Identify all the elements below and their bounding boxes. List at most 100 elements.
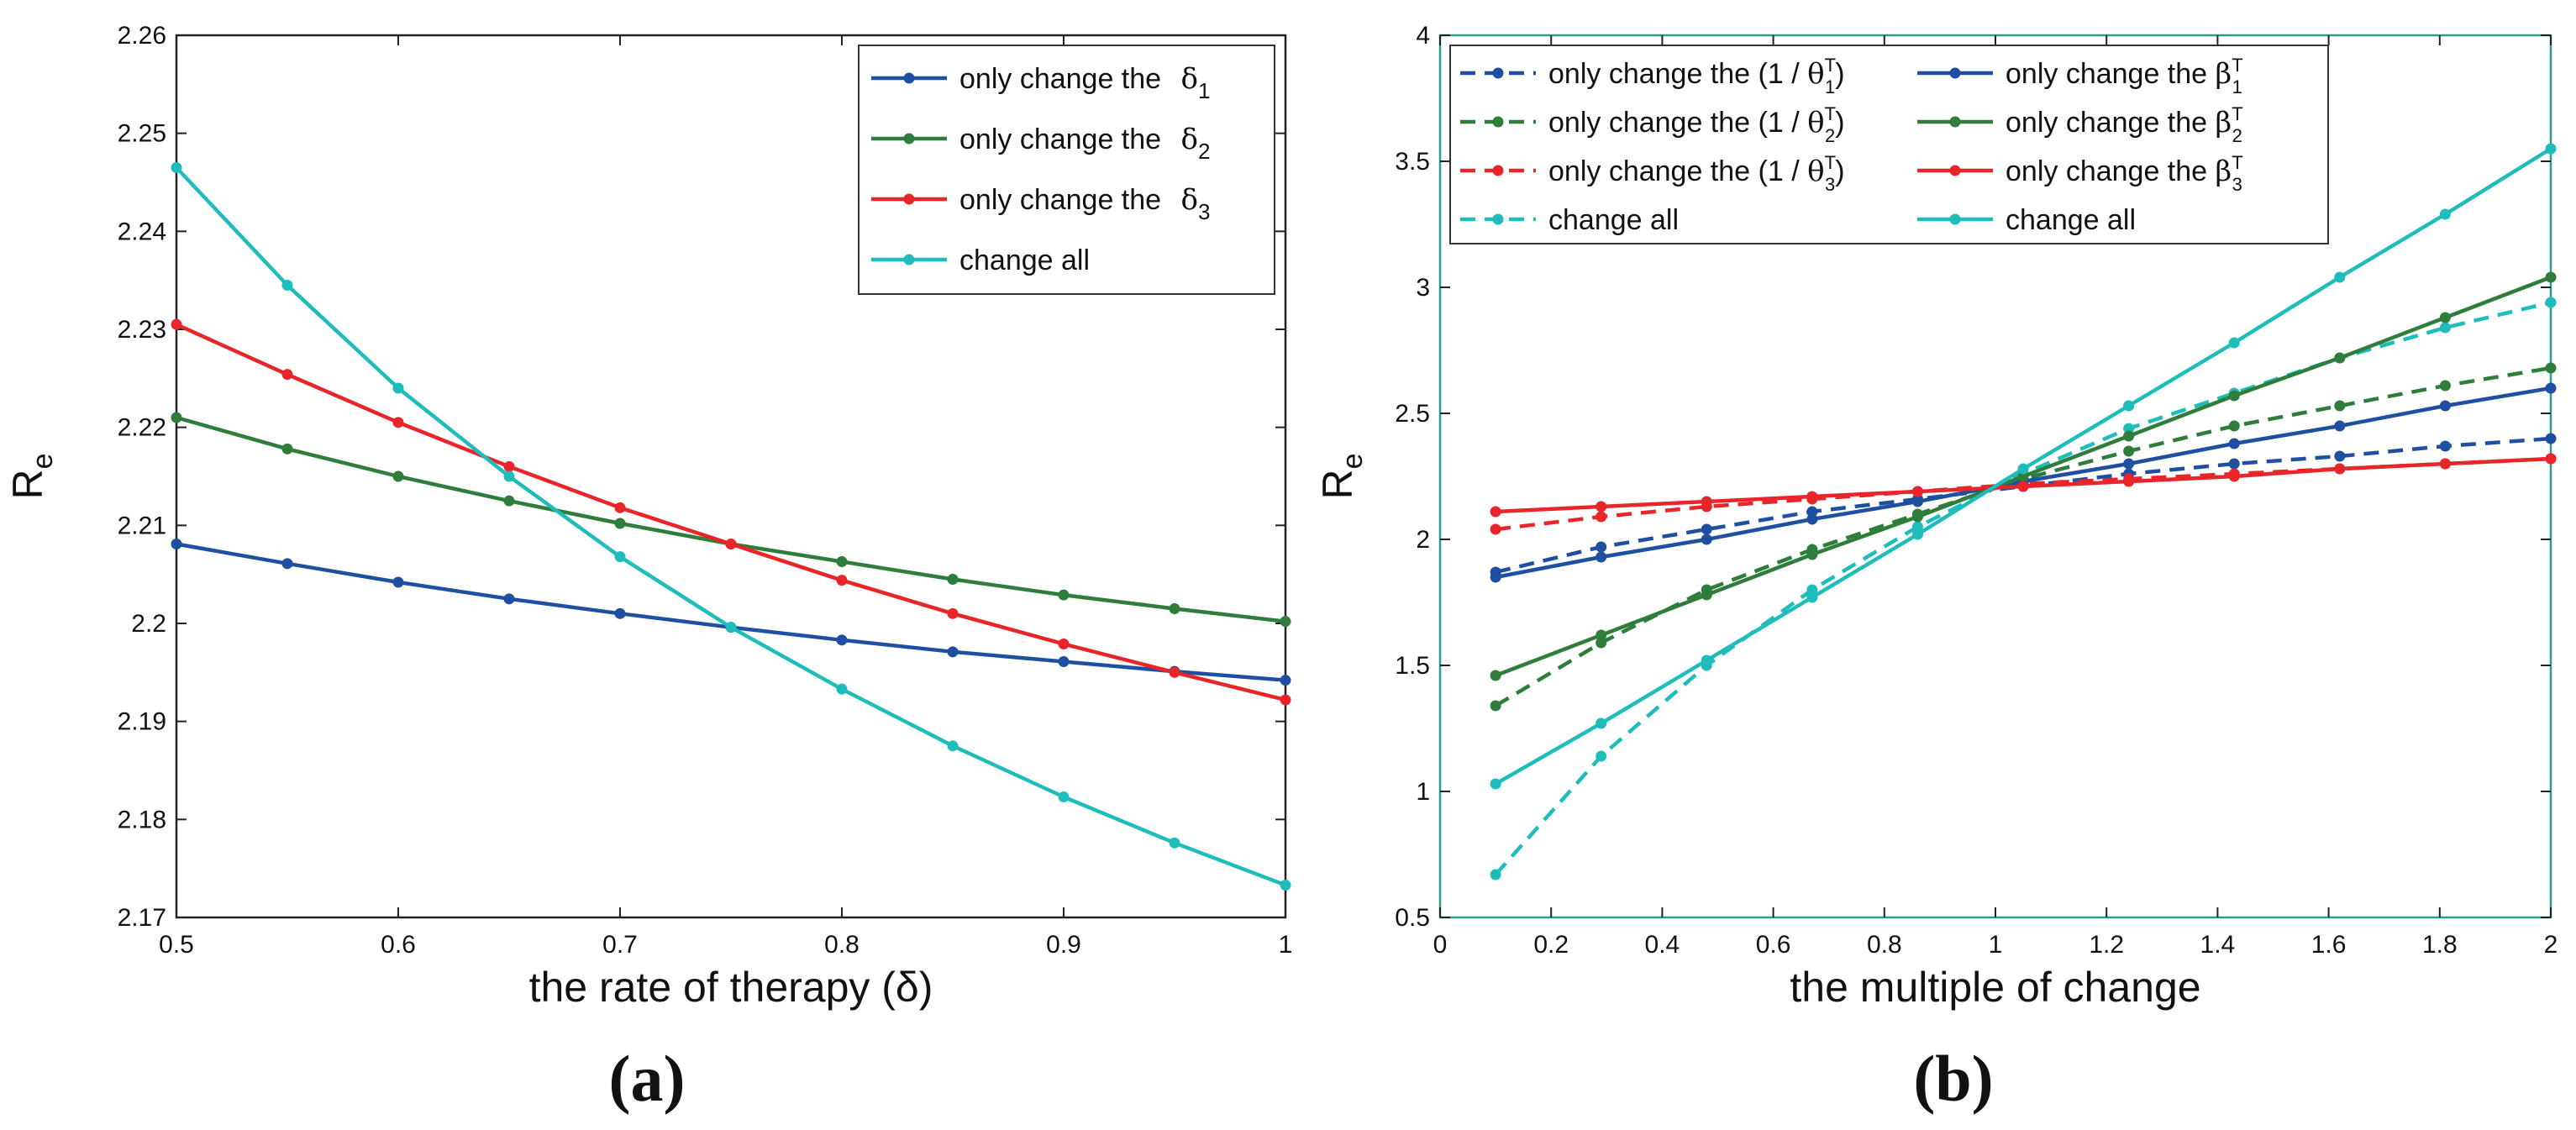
legend-marker bbox=[1492, 116, 1504, 128]
data-point bbox=[1280, 616, 1291, 628]
data-point bbox=[171, 412, 182, 423]
data-point bbox=[1169, 837, 1180, 849]
data-point bbox=[1806, 513, 1818, 525]
data-point bbox=[281, 558, 293, 570]
y-tick-label: 2.23 bbox=[118, 316, 166, 344]
data-point bbox=[2123, 423, 2135, 434]
data-point bbox=[2334, 463, 2346, 475]
data-point bbox=[1490, 778, 1501, 790]
data-point bbox=[1911, 486, 1923, 497]
y-tick-label: 2.26 bbox=[118, 22, 166, 50]
data-point bbox=[1058, 791, 1070, 802]
data-point bbox=[2545, 362, 2557, 374]
data-point bbox=[1490, 523, 1501, 535]
y-tick-label: 3 bbox=[1416, 274, 1430, 302]
data-point bbox=[1058, 589, 1070, 601]
legend-box bbox=[1449, 45, 2329, 244]
data-point bbox=[1280, 694, 1291, 706]
legend-marker bbox=[903, 254, 915, 265]
data-point bbox=[1596, 501, 1607, 512]
data-point bbox=[392, 417, 404, 428]
data-point bbox=[2228, 420, 2240, 432]
x-tick-label: 1.2 bbox=[2089, 931, 2124, 959]
data-point bbox=[171, 318, 182, 330]
data-point bbox=[2439, 440, 2451, 452]
data-point bbox=[1596, 750, 1607, 762]
data-point bbox=[725, 622, 737, 633]
data-point bbox=[2017, 463, 2029, 475]
data-point bbox=[1596, 717, 1607, 729]
data-point bbox=[503, 495, 515, 507]
legend-label: only change the (1 / θT 3) bbox=[1548, 152, 1845, 195]
legend-label: only change the δ1 bbox=[959, 62, 1210, 103]
legend-marker bbox=[1492, 67, 1504, 79]
data-point bbox=[1490, 571, 1501, 583]
x-tick-label: 2 bbox=[2544, 931, 2558, 959]
data-point bbox=[2545, 382, 2557, 394]
legend-label: only change the βT 2 bbox=[2006, 103, 2243, 146]
legend-marker bbox=[903, 133, 915, 145]
legend-box bbox=[858, 45, 1275, 295]
data-point bbox=[1911, 521, 1923, 533]
data-point bbox=[1701, 654, 1712, 666]
y-tick-label: 0.5 bbox=[1395, 904, 1430, 932]
data-point bbox=[614, 502, 626, 513]
legend-marker bbox=[1949, 213, 1961, 225]
x-tick-label: 0.2 bbox=[1533, 931, 1569, 959]
legend-label: only change the (1 / θT 1) bbox=[1548, 55, 1845, 97]
data-point bbox=[1596, 551, 1607, 563]
data-point bbox=[2545, 433, 2557, 444]
data-point bbox=[1490, 506, 1501, 518]
data-point bbox=[836, 634, 848, 646]
data-point bbox=[281, 280, 293, 291]
data-point bbox=[1490, 700, 1501, 712]
data-point bbox=[1058, 639, 1070, 649]
data-point bbox=[2334, 400, 2346, 412]
x-tick-label: 1.4 bbox=[2200, 931, 2236, 959]
data-point bbox=[171, 162, 182, 173]
data-point bbox=[1806, 491, 1818, 502]
data-point bbox=[1806, 584, 1818, 596]
data-point bbox=[281, 443, 293, 455]
series-line bbox=[1495, 436, 2552, 575]
chart-panel-b: 0 0.2 0.4 0.6 0.8 1 1.2 1.4 1.6 1.8 2 0.5 1 1.5 2 2.5 3 3… bbox=[1314, 22, 2558, 1011]
data-point bbox=[1058, 656, 1070, 667]
x-tick-label: 0.6 bbox=[381, 931, 416, 959]
data-point bbox=[1596, 511, 1607, 523]
data-point bbox=[1169, 666, 1180, 678]
y-tick-label: 2.18 bbox=[118, 806, 166, 833]
data-point bbox=[947, 574, 959, 585]
data-point bbox=[503, 460, 515, 472]
data-point bbox=[1701, 533, 1712, 545]
x-tick-label: 1 bbox=[1279, 931, 1293, 959]
y-tick-label: 1 bbox=[1416, 778, 1430, 806]
data-point bbox=[1280, 675, 1291, 686]
legend-marker bbox=[903, 193, 915, 205]
legend-marker bbox=[1949, 165, 1961, 176]
data-point bbox=[2545, 271, 2557, 283]
y-tick-label: 1.5 bbox=[1395, 652, 1430, 680]
y-tick-label: 2.2 bbox=[131, 610, 166, 638]
data-point bbox=[2123, 445, 2135, 457]
data-point bbox=[836, 556, 848, 567]
data-point bbox=[614, 607, 626, 619]
y-tick-label: 2.21 bbox=[118, 512, 166, 539]
legend-label: only change the δ3 bbox=[959, 183, 1210, 224]
data-point bbox=[503, 593, 515, 605]
y-tick-label: 2.22 bbox=[118, 414, 166, 442]
y-tick-label: 2 bbox=[1416, 526, 1430, 554]
data-point bbox=[1806, 591, 1818, 603]
data-point bbox=[392, 470, 404, 482]
data-point bbox=[2545, 143, 2557, 155]
data-point bbox=[1596, 637, 1607, 649]
legend-marker bbox=[1492, 213, 1504, 225]
legend-label: only change the δ2 bbox=[959, 123, 1210, 164]
data-point bbox=[2123, 476, 2135, 487]
x-tick-label: 0.8 bbox=[824, 931, 860, 959]
data-point bbox=[2439, 208, 2451, 220]
legend-label: only change the (1 / θT 2) bbox=[1548, 103, 1845, 146]
x-axis-label: the multiple of change bbox=[1790, 964, 2200, 1011]
data-point bbox=[2439, 322, 2451, 334]
x-tick-label: 1.8 bbox=[2422, 931, 2458, 959]
data-point bbox=[1490, 670, 1501, 681]
